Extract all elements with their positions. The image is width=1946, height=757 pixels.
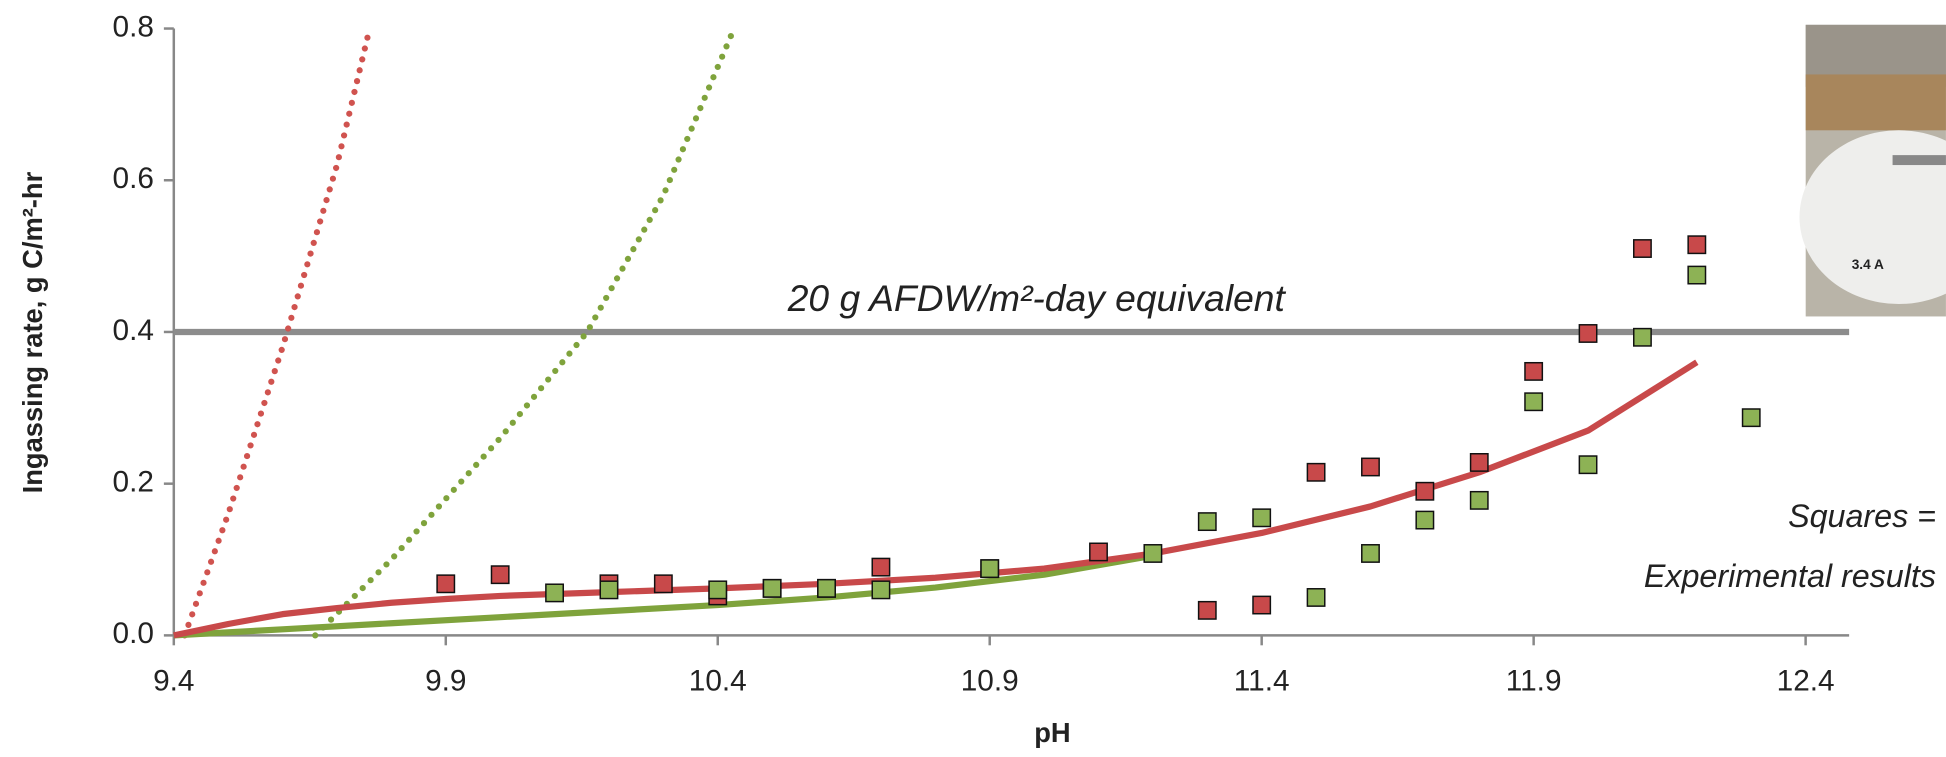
photo-tank: [1799, 130, 1946, 305]
square-marker: [980, 559, 1000, 579]
square-marker: [1687, 235, 1707, 255]
square-marker: [1633, 239, 1652, 258]
square-marker: [1578, 324, 1598, 343]
square-marker: [1252, 508, 1272, 528]
y-axis-label: Ingassing rate, g C/m²-hr: [17, 171, 48, 493]
reference-label: 20 g AFDW/m²-day equivalent: [787, 277, 1287, 319]
x-tick-label: 9.4: [153, 664, 194, 697]
x-tick-label: 9.9: [425, 664, 466, 697]
square-marker: [1252, 595, 1272, 615]
x-tick-label: 11.4: [1234, 664, 1290, 697]
square-marker: [1578, 455, 1598, 475]
square-marker: [1469, 490, 1489, 510]
square-marker: [1415, 481, 1435, 501]
square-marker: [762, 578, 782, 598]
square-marker: [817, 578, 836, 598]
square-marker: [490, 565, 510, 585]
square-marker: [1469, 453, 1489, 472]
square-marker: [1197, 600, 1217, 620]
y-tick-label: 0.0: [113, 617, 154, 650]
x-axis-label: pH: [1034, 717, 1070, 748]
annotation: Squares =: [1788, 498, 1936, 534]
x-tick-label: 10.4: [689, 664, 747, 697]
square-marker: [1524, 392, 1544, 412]
photo-label: 3.4 A: [1852, 257, 1884, 272]
square-marker: [653, 574, 673, 594]
square-marker: [1361, 544, 1380, 563]
y-tick-label: 0.6: [113, 162, 154, 195]
square-marker: [599, 580, 619, 600]
square-marker: [1633, 327, 1652, 347]
dotted-line: [312, 25, 738, 639]
x-tick-label: 11.9: [1506, 664, 1562, 697]
square-marker: [1524, 361, 1544, 381]
square-marker: [1687, 265, 1707, 285]
square-marker: [1306, 588, 1326, 607]
x-tick-label: 10.9: [961, 664, 1019, 697]
fit-line: [173, 359, 1699, 639]
annotation: Experimental results: [1644, 558, 1936, 594]
y-tick-label: 0.2: [113, 466, 154, 499]
square-marker: [1741, 408, 1761, 428]
square-marker: [1361, 457, 1380, 477]
square-marker: [871, 580, 891, 600]
square-marker: [871, 557, 891, 577]
square-marker: [1415, 510, 1435, 530]
square-marker: [436, 574, 456, 594]
x-tick-label: 12.4: [1777, 664, 1835, 697]
y-tick-label: 0.4: [113, 314, 154, 347]
photo: 3.4 A: [1799, 24, 1946, 317]
photo-bar: [1892, 155, 1946, 166]
square-marker: [1306, 462, 1326, 482]
square-marker: [1089, 542, 1108, 562]
square-marker: [1143, 544, 1163, 563]
fit-line: [173, 552, 1154, 639]
y-tick-label: 0.8: [113, 10, 154, 43]
photo-ground: [1805, 74, 1946, 131]
dotted-line: [181, 25, 373, 639]
square-marker: [545, 583, 564, 603]
square-marker: [708, 580, 728, 600]
square-marker: [1197, 512, 1217, 532]
